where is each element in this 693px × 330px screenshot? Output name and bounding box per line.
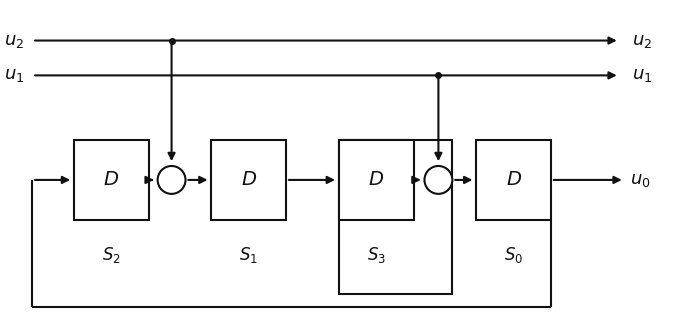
Text: $S_2$: $S_2$ <box>102 245 121 265</box>
Text: $u_2$: $u_2$ <box>631 32 651 50</box>
Text: $D$: $D$ <box>103 170 119 189</box>
Circle shape <box>157 166 186 194</box>
Text: $S_3$: $S_3$ <box>367 245 386 265</box>
Text: $S_1$: $S_1$ <box>239 245 258 265</box>
Bar <box>74 140 149 220</box>
Text: $D$: $D$ <box>368 170 384 189</box>
Bar <box>339 140 453 294</box>
Bar <box>211 140 286 220</box>
Bar <box>476 140 551 220</box>
Text: $u_1$: $u_1$ <box>4 66 24 84</box>
Text: $u_0$: $u_0$ <box>629 171 650 189</box>
Text: $D$: $D$ <box>505 170 522 189</box>
Bar <box>339 140 414 220</box>
Circle shape <box>425 166 453 194</box>
Text: $D$: $D$ <box>240 170 257 189</box>
Text: $u_1$: $u_1$ <box>631 66 652 84</box>
Text: $u_2$: $u_2$ <box>4 32 24 50</box>
Text: $S_0$: $S_0$ <box>504 245 523 265</box>
